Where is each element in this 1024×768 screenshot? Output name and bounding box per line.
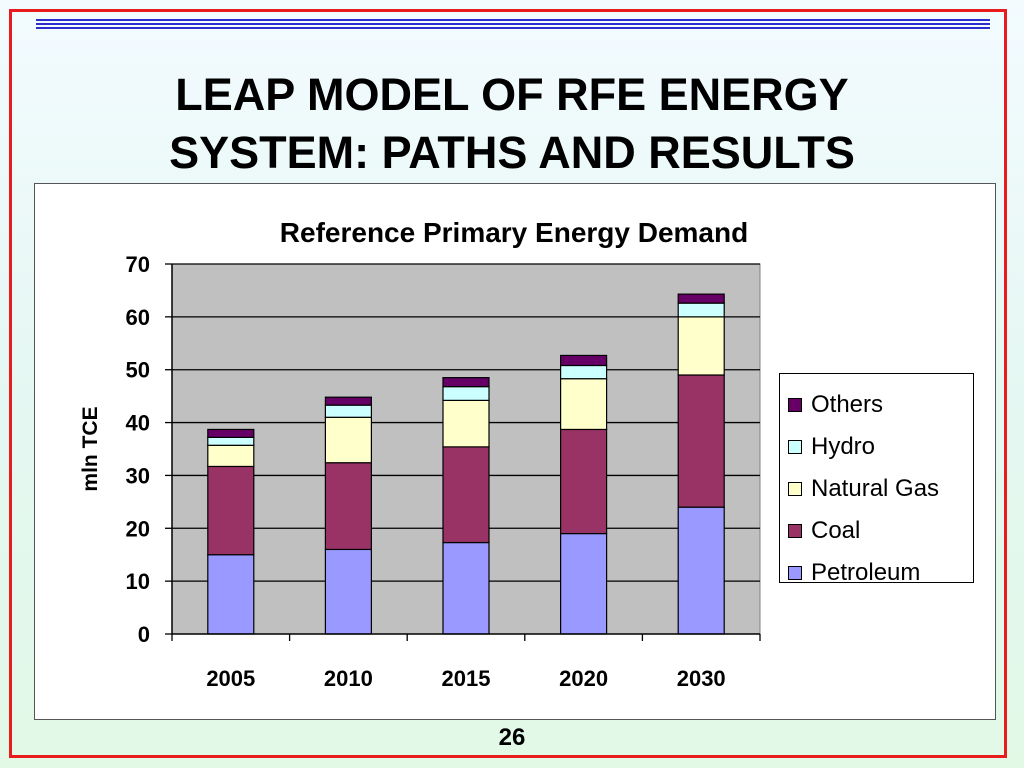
bar-petroleum-2020	[559, 532, 608, 635]
legend-item-petroleum: Petroleum	[788, 552, 973, 594]
bar-petroleum-2005	[207, 554, 255, 635]
y-tick-label: 40	[126, 411, 150, 436]
bar-hydro-2030	[677, 302, 725, 318]
legend-swatch	[788, 440, 802, 454]
bar-coal-2015	[442, 446, 490, 544]
bar-coal-2010	[324, 462, 372, 551]
legend-item-others: Others	[788, 384, 973, 426]
bar-natural-gas-2005	[207, 444, 255, 468]
slide-title-line-1: LEAP MODEL OF RFE ENERGY	[175, 69, 849, 120]
legend-swatch	[788, 524, 802, 538]
x-tick-label: 2030	[677, 666, 726, 691]
y-tick-label: 60	[126, 305, 150, 330]
x-tick-label: 2010	[324, 666, 373, 691]
chart-legend: Others Hydro Natural Gas Coal Petroleum	[779, 373, 974, 586]
bar-natural-gas-2020	[559, 378, 608, 431]
slide-title-line-2: SYSTEM: PATHS AND RESULTS	[169, 127, 855, 178]
legend-swatch	[788, 398, 802, 412]
slide-title: LEAP MODEL OF RFE ENERGY SYSTEM: PATHS A…	[0, 66, 1024, 182]
chart-title: Reference Primary Energy Demand	[280, 217, 748, 248]
y-tick-label: 50	[126, 358, 150, 383]
y-tick-label: 20	[126, 516, 150, 541]
bar-others-2010	[324, 396, 372, 406]
y-tick-label: 0	[138, 622, 150, 647]
bar-coal-2020	[559, 428, 608, 535]
bar-others-2030	[677, 293, 725, 304]
legend-item-natural-gas: Natural Gas	[788, 468, 973, 510]
legend-swatch	[788, 566, 802, 580]
bar-hydro-2010	[324, 404, 372, 418]
page-number: 26	[498, 724, 526, 751]
bar-petroleum-2030	[677, 506, 725, 635]
top-rule-lines	[36, 19, 990, 31]
legend-item-hydro: Hydro	[788, 426, 973, 468]
x-tick-label: 2005	[206, 666, 255, 691]
bar-petroleum-2015	[442, 541, 490, 635]
x-tick-label: 2020	[559, 666, 608, 691]
slide-frame	[9, 9, 1007, 758]
bar-hydro-2005	[207, 436, 255, 446]
bar-coal-2005	[207, 465, 255, 556]
x-tick-label: 2015	[442, 666, 491, 691]
y-tick-label: 30	[126, 463, 150, 488]
bar-natural-gas-2010	[324, 416, 372, 464]
bar-others-2015	[442, 377, 490, 388]
legend-label: Coal	[811, 517, 861, 544]
legend-label: Natural Gas	[811, 475, 940, 502]
legend-swatch	[788, 482, 802, 496]
legend-label: Others	[811, 391, 884, 418]
y-axis-label: mln TCE	[79, 406, 102, 491]
bar-coal-2030	[677, 374, 725, 508]
bar-natural-gas-2015	[442, 399, 490, 448]
y-tick-label: 70	[126, 252, 150, 277]
legend-item-coal: Coal	[788, 510, 973, 552]
legend-label: Petroleum	[811, 559, 921, 586]
bar-others-2005	[207, 428, 255, 438]
bar-natural-gas-2030	[677, 316, 725, 376]
legend-label: Hydro	[811, 433, 876, 460]
bar-petroleum-2010	[324, 548, 372, 635]
bar-hydro-2015	[442, 386, 490, 401]
bar-others-2020	[559, 354, 608, 367]
y-tick-label: 10	[126, 569, 150, 594]
bar-hydro-2020	[559, 364, 608, 380]
